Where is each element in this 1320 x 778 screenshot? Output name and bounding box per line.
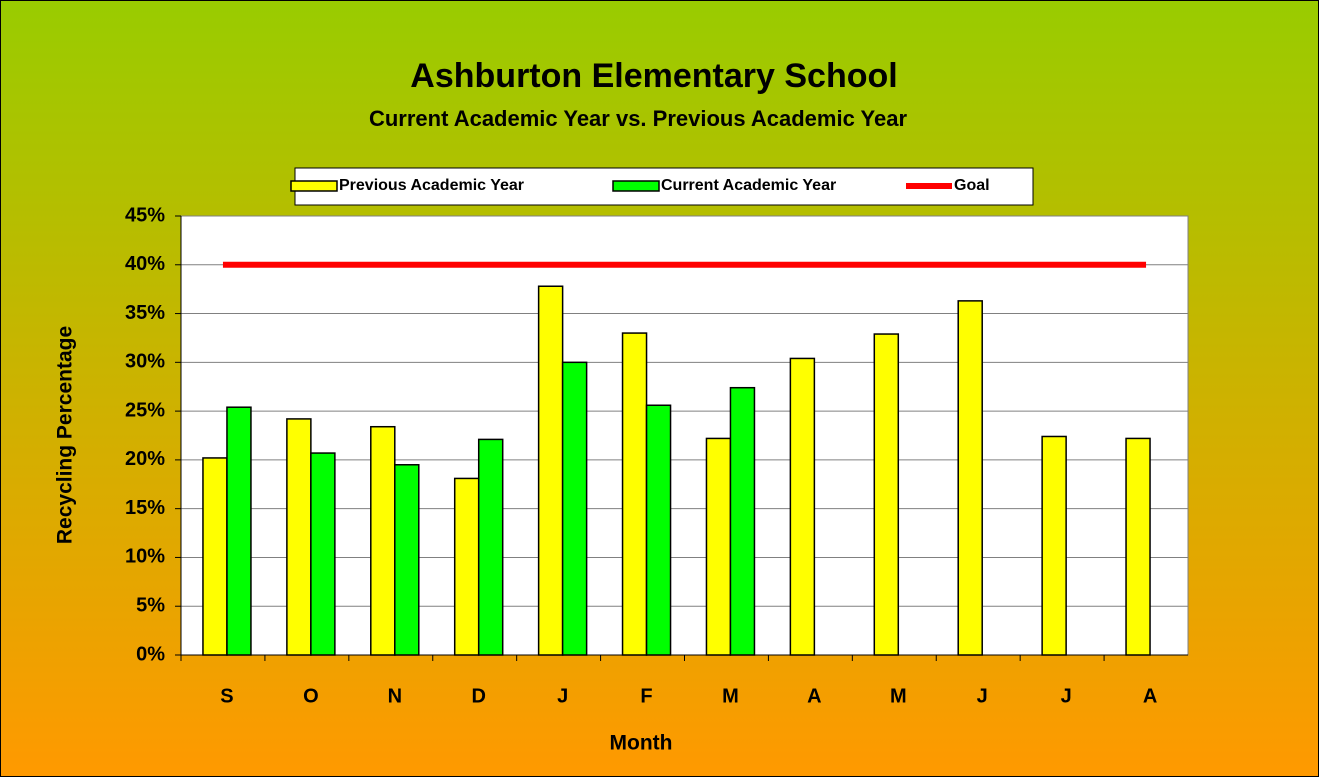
bar bbox=[873, 333, 900, 656]
y-tick-label: 5% bbox=[136, 595, 165, 617]
bar bbox=[621, 332, 648, 656]
legend-label: Current Academic Year bbox=[661, 177, 836, 194]
bar bbox=[477, 438, 504, 656]
bar bbox=[561, 361, 588, 656]
y-tick-label: 15% bbox=[125, 497, 165, 519]
bar bbox=[645, 404, 672, 656]
bar bbox=[705, 437, 732, 656]
y-tick-label: 30% bbox=[125, 351, 165, 373]
bar bbox=[226, 406, 252, 656]
x-tick-label: M bbox=[890, 685, 907, 707]
chart-title: Ashburton Elementary School bbox=[410, 57, 897, 95]
bar bbox=[957, 300, 983, 656]
x-tick-label: D bbox=[471, 685, 485, 707]
x-tick-label: J bbox=[1061, 685, 1072, 707]
legend-label: Goal bbox=[954, 177, 990, 194]
bar bbox=[202, 457, 228, 656]
legend-swatch bbox=[290, 180, 338, 192]
x-tick-label: O bbox=[303, 685, 319, 707]
bar bbox=[286, 418, 312, 656]
bar bbox=[729, 386, 756, 656]
bar bbox=[1125, 437, 1151, 656]
y-tick-label: 35% bbox=[125, 302, 165, 324]
bar bbox=[1041, 435, 1067, 656]
bar bbox=[370, 425, 396, 656]
x-tick-label: J bbox=[557, 685, 568, 707]
chart-subtitle: Current Academic Year vs. Previous Acade… bbox=[369, 106, 908, 131]
bar bbox=[453, 477, 480, 656]
x-tick-label: M bbox=[722, 685, 739, 707]
y-axis-label: Recycling Percentage bbox=[54, 326, 77, 544]
y-tick-label: 25% bbox=[125, 399, 165, 421]
bar bbox=[310, 452, 336, 656]
x-tick-label: A bbox=[1143, 685, 1157, 707]
x-tick-label: N bbox=[388, 685, 402, 707]
x-tick-label: S bbox=[220, 685, 233, 707]
bar bbox=[537, 285, 564, 656]
x-axis-label: Month bbox=[610, 732, 673, 755]
legend-swatch bbox=[612, 180, 660, 192]
legend-label: Previous Academic Year bbox=[339, 177, 524, 194]
plot-area bbox=[180, 215, 1189, 656]
y-tick-label: 0% bbox=[136, 643, 165, 665]
y-tick-label: 20% bbox=[125, 448, 165, 470]
x-tick-label: F bbox=[640, 685, 652, 707]
y-tick-label: 10% bbox=[125, 546, 165, 568]
y-tick-label: 45% bbox=[125, 204, 165, 226]
x-tick-label: J bbox=[977, 685, 988, 707]
x-tick-label: A bbox=[807, 685, 821, 707]
y-tick-label: 40% bbox=[125, 253, 165, 275]
bar bbox=[394, 464, 420, 656]
bar bbox=[789, 357, 816, 656]
